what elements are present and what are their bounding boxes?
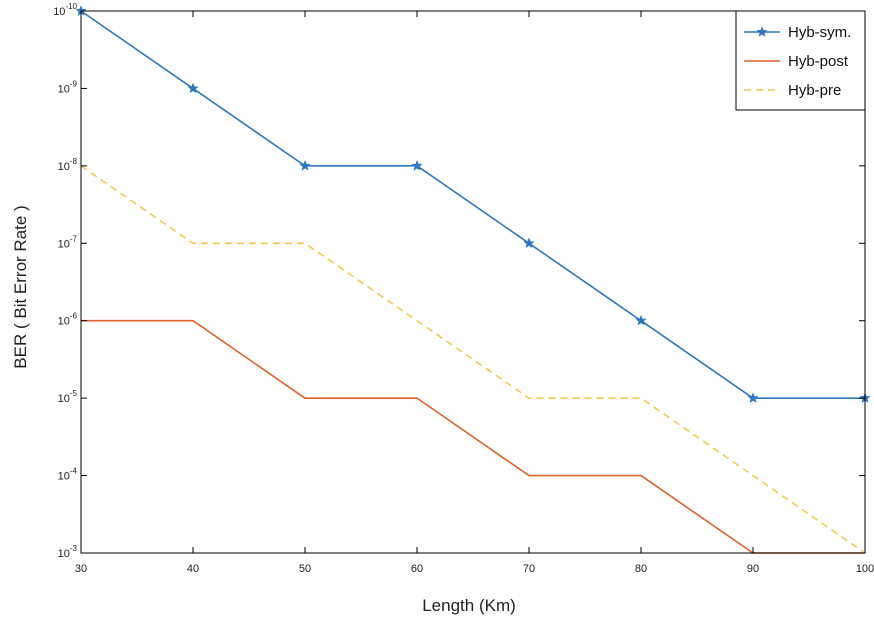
data-point-marker — [187, 82, 199, 94]
y-tick-exponent: -8 — [70, 157, 78, 166]
series-line-hyb-post — [81, 319, 865, 554]
y-tick-base: 10 — [58, 548, 70, 560]
series-line-hyb-sym — [80, 10, 865, 399]
legend-label: Hyb-sym. — [788, 24, 851, 41]
y-tick-exponent: -3 — [70, 544, 78, 553]
data-point-marker — [299, 160, 311, 171]
y-tick-exponent: -9 — [70, 79, 78, 88]
tick-label-layer: 30 40 50 60 70 80 90 10010-1010-910-810-710-610… — [53, 2, 874, 575]
series-line-hyb-pre — [80, 165, 866, 554]
y-tick-exponent: -7 — [70, 234, 78, 243]
legend: Hyb-sym. Hyb-post Hyb-pre — [735, 10, 866, 111]
y-tick-exponent: -6 — [70, 312, 78, 321]
y-axis-title: BER ( Bit Error Rate ) — [11, 205, 30, 368]
legend-label: Hyb-post — [788, 53, 849, 70]
y-tick-label: 10-5 — [58, 389, 78, 405]
legend-marker — [756, 26, 768, 37]
y-tick-label: 10-4 — [58, 467, 78, 483]
y-tick-base: 10 — [58, 316, 70, 328]
x-tick-label: 40 — [187, 563, 199, 575]
y-tick-base: 10 — [53, 6, 65, 18]
y-tick-base: 10 — [58, 238, 70, 250]
y-tick-base: 10 — [58, 471, 70, 483]
data-point-marker — [411, 160, 423, 171]
data-point-marker — [523, 237, 535, 248]
plot-frame — [80, 10, 866, 554]
y-tick-exponent: -10 — [65, 2, 77, 11]
x-tick-label: 50 — [299, 563, 311, 575]
legend-label: Hyb-pre — [788, 82, 841, 99]
y-tick-exponent: -4 — [70, 467, 78, 476]
data-point-marker — [747, 392, 759, 403]
x-tick-label: 70 — [523, 563, 535, 575]
x-axis-title: Length (Km) — [422, 596, 516, 615]
x-tick-label: 90 — [747, 563, 759, 575]
y-tick-exponent: -5 — [70, 389, 78, 398]
y-tick-base: 10 — [58, 83, 70, 95]
x-tick-label: 100 — [856, 563, 874, 575]
y-tick-label: 10-7 — [58, 234, 78, 250]
x-tick-label: 30 — [75, 563, 87, 575]
data-point-marker — [635, 314, 647, 326]
y-tick-base: 10 — [58, 161, 70, 173]
y-tick-label: 10-3 — [58, 544, 78, 560]
y-tick-label: 10-8 — [58, 157, 78, 173]
x-tick-label: 60 — [411, 563, 423, 575]
y-tick-label: 10-10 — [53, 2, 77, 18]
y-tick-base: 10 — [58, 393, 70, 405]
y-tick-label: 10-6 — [58, 312, 78, 328]
x-tick-label: 80 — [635, 563, 647, 575]
y-tick-label: 10-9 — [58, 79, 78, 95]
